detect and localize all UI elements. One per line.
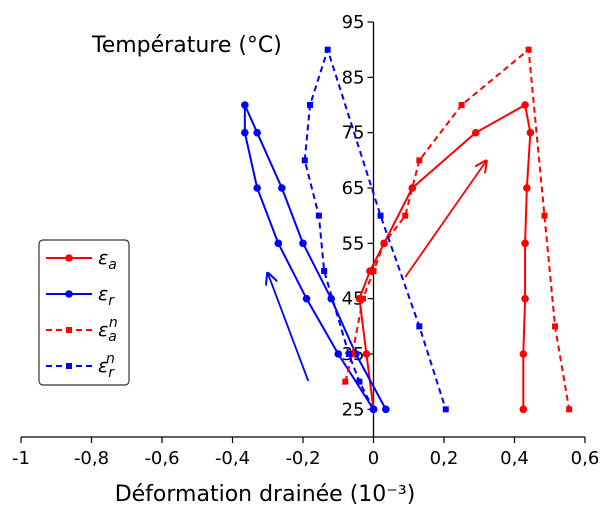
data-point xyxy=(241,101,249,109)
y-tick-label: 95 xyxy=(342,12,365,33)
data-point xyxy=(526,128,535,137)
legend-marker xyxy=(66,327,72,333)
data-point xyxy=(315,212,322,219)
y-tick-label: 25 xyxy=(342,399,365,420)
legend-label: εrn xyxy=(98,351,115,381)
x-tick-label: -0,6 xyxy=(144,448,179,469)
data-point xyxy=(521,239,529,248)
data-point xyxy=(302,294,311,303)
x-tick-label: 0,2 xyxy=(430,448,459,469)
data-point xyxy=(377,212,384,219)
data-point xyxy=(359,295,366,302)
data-point xyxy=(519,350,528,358)
y-tick-label: 85 xyxy=(342,67,365,88)
x-tick-label: 0 xyxy=(368,448,379,469)
arrow-layer xyxy=(268,161,487,382)
trend-arrow xyxy=(268,273,310,382)
legend-marker xyxy=(65,254,73,262)
x-tick-label: 0,4 xyxy=(500,448,529,469)
data-point xyxy=(521,101,529,109)
series-line xyxy=(358,104,532,410)
y-tick-label: 55 xyxy=(342,233,365,254)
legend-marker xyxy=(66,363,72,369)
data-point xyxy=(408,184,417,192)
legend: εa εr εan εrn xyxy=(38,239,130,386)
data-point xyxy=(334,350,343,358)
data-point xyxy=(278,184,286,192)
legend-marker xyxy=(65,290,73,298)
y-axis-title: Température (°C) xyxy=(91,33,282,58)
data-point xyxy=(301,157,308,164)
data-point xyxy=(402,212,409,219)
data-point xyxy=(541,212,548,219)
data-point xyxy=(370,406,377,413)
data-point xyxy=(416,323,423,330)
legend-entry: εan xyxy=(46,315,118,345)
x-tick-label: 0,6 xyxy=(571,448,600,469)
data-point xyxy=(362,350,371,358)
series-line xyxy=(243,104,387,410)
legend-label: εa xyxy=(98,247,117,273)
data-point xyxy=(458,102,465,108)
y-tick-label: 75 xyxy=(342,123,365,144)
data-point xyxy=(356,378,363,385)
y-tick-label: 65 xyxy=(342,178,365,199)
series-εrn xyxy=(301,46,449,413)
data-point xyxy=(253,128,261,137)
data-point xyxy=(324,46,331,53)
data-point xyxy=(327,294,336,303)
legend-entry: εr xyxy=(46,283,115,309)
x-tick-label: -1 xyxy=(12,448,30,469)
trend-arrow xyxy=(404,161,486,278)
data-point xyxy=(345,351,352,357)
series-line xyxy=(344,48,571,410)
x-axis-title: Déformation drainée (10⁻³) xyxy=(115,482,416,507)
series-εan xyxy=(342,46,573,413)
data-point xyxy=(321,268,328,274)
series-εa xyxy=(355,101,535,414)
data-point xyxy=(471,128,480,137)
legend-entry: εrn xyxy=(46,351,115,381)
data-point xyxy=(274,239,283,248)
data-point xyxy=(566,406,573,413)
data-point xyxy=(442,406,449,413)
x-tick-label: -0,2 xyxy=(285,448,320,469)
x-tick-label: -0,8 xyxy=(74,448,109,469)
data-point xyxy=(523,184,531,192)
data-point xyxy=(381,240,388,247)
data-point xyxy=(370,268,377,274)
data-point xyxy=(342,378,349,385)
data-point xyxy=(299,239,307,248)
data-point xyxy=(416,157,423,164)
y-tick-label: 45 xyxy=(342,289,365,310)
data-point xyxy=(521,294,529,303)
legend-label: εr xyxy=(98,283,115,309)
series-line xyxy=(303,48,447,410)
data-point xyxy=(382,405,390,414)
legend-box xyxy=(38,239,130,386)
data-point xyxy=(349,351,356,357)
series-layer xyxy=(241,46,573,414)
legend-entry: εa xyxy=(46,247,117,273)
x-tick-label: -0,4 xyxy=(215,448,250,469)
data-point xyxy=(552,323,559,330)
data-point xyxy=(253,184,261,192)
data-point xyxy=(519,405,528,414)
data-point xyxy=(241,128,249,137)
data-point xyxy=(525,46,532,53)
data-point xyxy=(307,102,314,108)
legend-label: εan xyxy=(98,315,118,345)
